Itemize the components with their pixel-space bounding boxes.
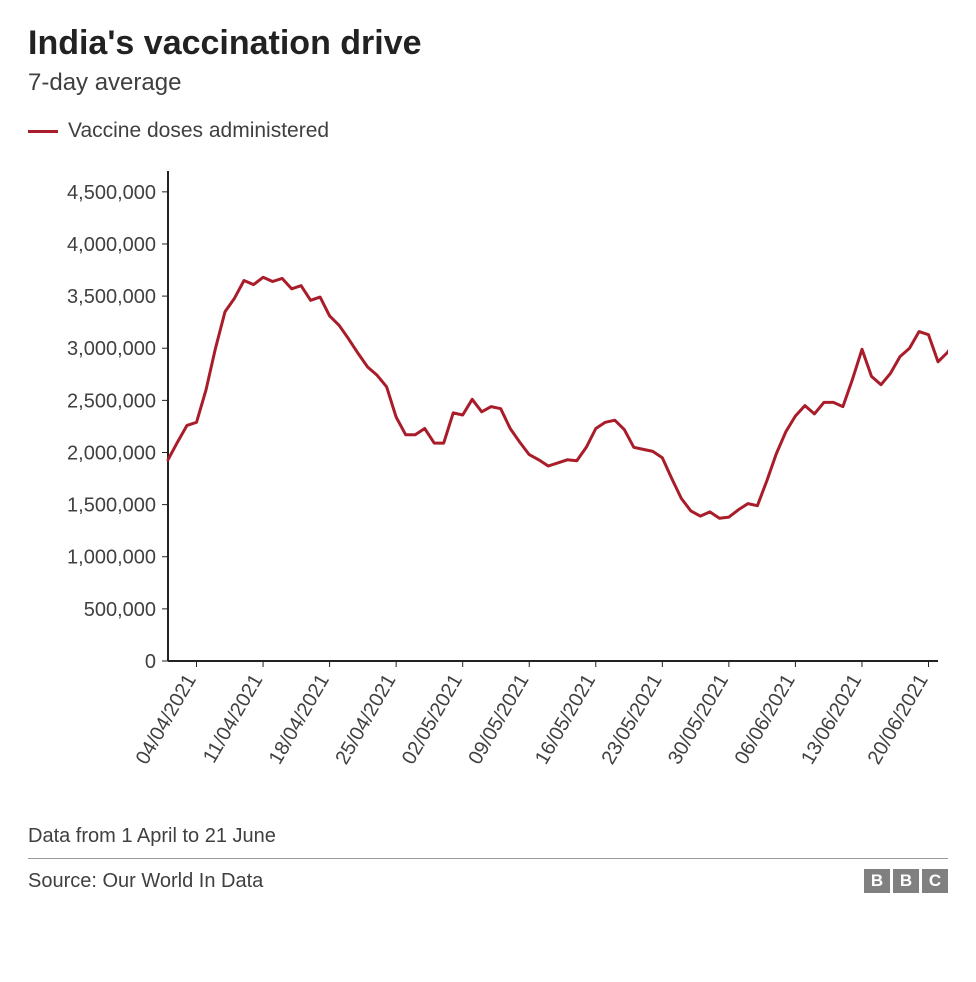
x-axis-label: 16/05/2021 [531,671,600,769]
y-axis-label: 2,500,000 [67,390,156,412]
bbc-logo-c: C [922,869,948,893]
x-axis-label: 30/05/2021 [664,671,733,769]
chart-area: 0 500,000 1,000,000 1,500,000 2,000,000 2,500… [28,161,948,801]
y-axis-label: 1,000,000 [67,547,156,569]
chart-subtitle: 7-day average [28,69,948,97]
x-axis-label: 02/05/2021 [398,671,467,769]
x-axis-label: 23/05/2021 [598,671,667,769]
x-axis-label: 20/06/2021 [864,671,933,769]
legend-swatch [28,130,58,133]
y-axis-label: 0 [145,651,156,673]
y-axis-label: 1,500,000 [67,495,156,517]
chart-title: India's vaccination drive [28,24,948,63]
x-axis-label: 18/04/2021 [265,671,334,769]
bbc-logo-b2: B [893,869,919,893]
footer-divider [28,858,948,859]
legend: Vaccine doses administered [28,119,948,143]
footer-row: Source: Our World In Data B B C [28,869,948,893]
x-axis-label: 25/04/2021 [331,671,400,769]
line-chart: 0 500,000 1,000,000 1,500,000 2,000,000 2,500… [28,161,948,801]
data-line [168,208,948,519]
x-axis-label: 04/04/2021 [132,671,201,769]
x-axis-label: 11/04/2021 [199,671,267,767]
bbc-logo: B B C [864,869,948,893]
y-axis-label: 2,000,000 [67,442,156,464]
y-axis-label: 500,000 [84,599,156,621]
bbc-logo-b1: B [864,869,890,893]
footer-note: Data from 1 April to 21 June [28,825,948,858]
x-axis-label: 13/06/2021 [797,671,866,769]
footer: Data from 1 April to 21 June Source: Our… [28,825,948,893]
y-axis-label: 3,500,000 [67,286,156,308]
y-axis-label: 4,000,000 [67,234,156,256]
footer-source: Source: Our World In Data [28,870,263,893]
y-axis-label: 3,000,000 [67,338,156,360]
x-axis-label: 09/05/2021 [464,671,533,769]
y-axis-label: 4,500,000 [67,182,156,204]
x-axis-label: 06/06/2021 [731,671,800,769]
legend-label: Vaccine doses administered [68,119,329,143]
